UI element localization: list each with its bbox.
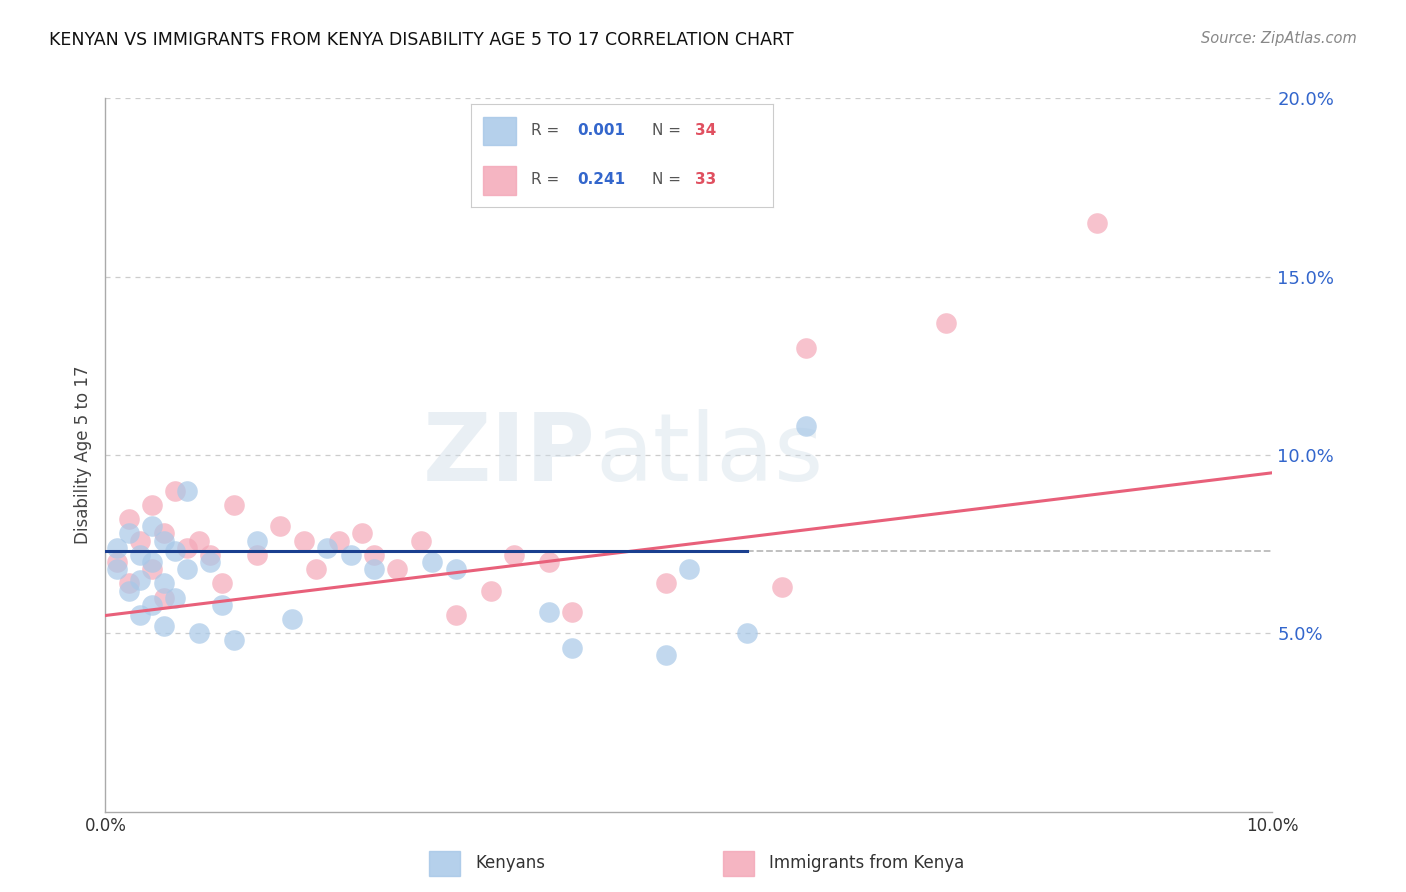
Point [1085,216,1108,230]
Bar [484,166,516,194]
Point [165,483,187,498]
Point [222,498,245,512]
Text: Source: ZipAtlas.com: Source: ZipAtlas.com [1201,31,1357,46]
Text: 33: 33 [695,172,716,187]
Text: Kenyans: Kenyans [475,855,546,872]
Point [502,548,524,562]
Text: N =: N = [652,123,682,138]
Point [129,533,152,548]
Point [105,562,128,576]
Point [269,519,292,533]
Bar [723,851,754,876]
Point [363,562,385,576]
Point [654,576,676,591]
Point [105,555,128,569]
Point [304,562,326,576]
Text: R =: R = [531,123,560,138]
Point [200,555,222,569]
Point [211,576,233,591]
Point [153,526,174,541]
Point [141,598,163,612]
Point [363,548,385,562]
Point [187,626,209,640]
Point [385,562,408,576]
Point [153,619,174,633]
Point [246,548,269,562]
Text: 0.241: 0.241 [576,172,624,187]
Point [200,548,222,562]
Point [444,608,467,623]
Point [176,483,198,498]
Point [444,562,467,576]
Point [141,498,163,512]
Point [118,583,141,598]
Point [222,633,245,648]
Text: 34: 34 [695,123,716,138]
Text: Immigrants from Kenya: Immigrants from Kenya [769,855,965,872]
Point [153,576,174,591]
Point [153,533,174,548]
Point [129,608,152,623]
Y-axis label: Disability Age 5 to 17: Disability Age 5 to 17 [75,366,93,544]
Point [737,626,759,640]
Point [479,583,502,598]
Text: N =: N = [652,172,682,187]
Point [352,526,374,541]
Point [165,544,187,558]
Point [281,612,304,626]
Point [339,548,361,562]
Bar [484,117,516,145]
Point [176,562,198,576]
Point [141,562,163,576]
Point [187,533,209,548]
Point [211,598,233,612]
Point [794,341,817,355]
Point [316,541,339,555]
Point [770,580,793,594]
Point [129,573,152,587]
Bar [429,851,460,876]
Point [654,648,676,662]
Text: atlas: atlas [596,409,824,501]
Point [561,605,583,619]
Point [246,533,269,548]
Point [794,419,817,434]
Point [537,605,560,619]
Point [118,526,141,541]
Point [328,533,350,548]
Text: R =: R = [531,172,560,187]
Point [409,533,432,548]
Point [537,555,560,569]
Point [165,591,187,605]
Point [420,555,443,569]
Point [105,541,128,555]
Point [129,548,152,562]
Point [141,519,163,533]
Text: ZIP: ZIP [423,409,596,501]
Text: 0.001: 0.001 [576,123,624,138]
Point [292,533,315,548]
Point [153,591,174,605]
Point [561,640,583,655]
Text: KENYAN VS IMMIGRANTS FROM KENYA DISABILITY AGE 5 TO 17 CORRELATION CHART: KENYAN VS IMMIGRANTS FROM KENYA DISABILI… [49,31,794,49]
Point [141,555,163,569]
Point [118,576,141,591]
Point [176,541,198,555]
Point [118,512,141,526]
Point [935,316,957,330]
Point [678,562,700,576]
